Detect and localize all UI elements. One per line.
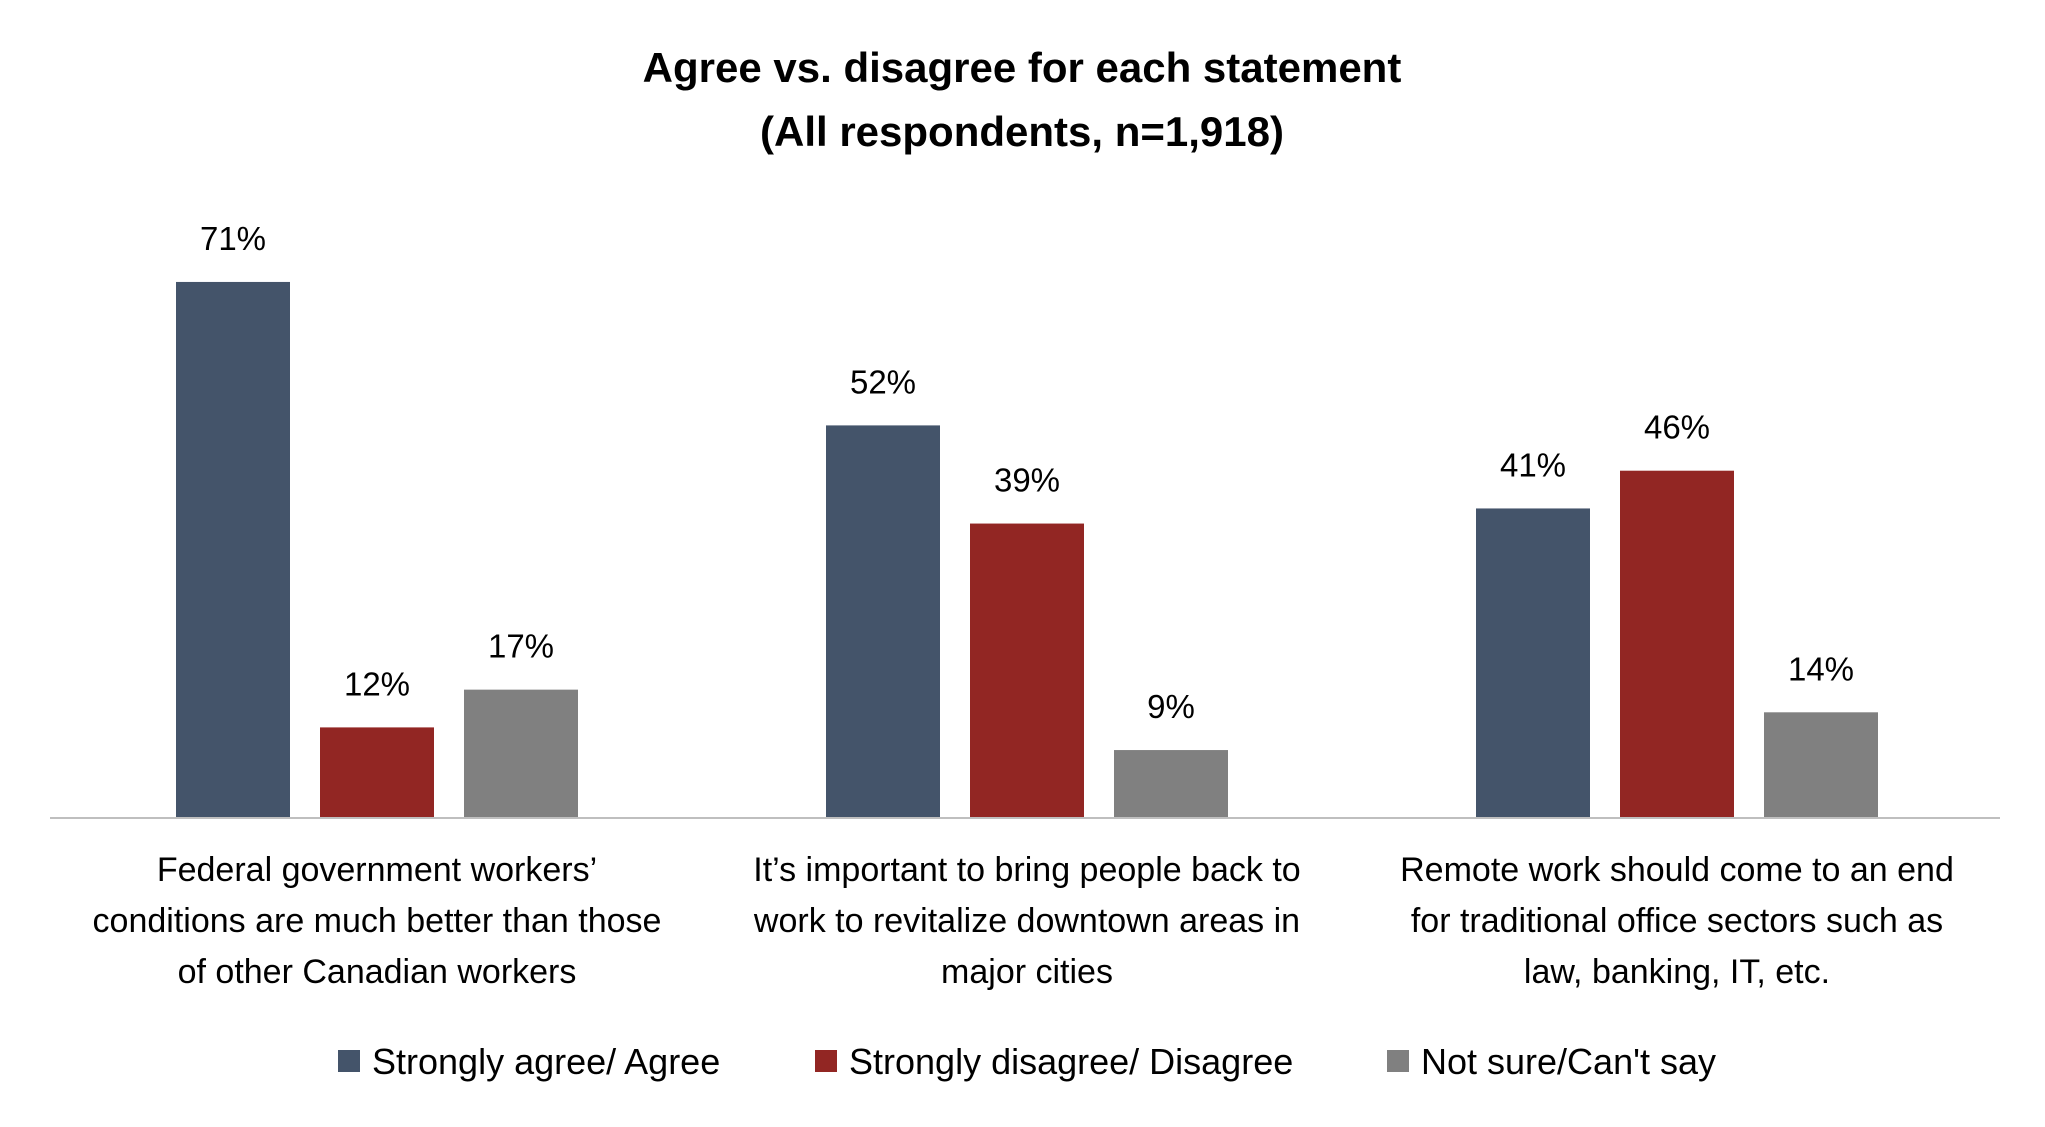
legend-label: Not sure/Can't say [1421, 1041, 1716, 1082]
data-label: 17% [488, 628, 554, 665]
category-label-line: major cities [941, 953, 1113, 991]
bar-2-cat-1 [320, 727, 434, 818]
legend-label: Strongly disagree/ Disagree [849, 1041, 1293, 1082]
category-label-line: It’s important to bring people back to [753, 851, 1300, 889]
data-label: 71% [200, 220, 266, 257]
category-label-line: law, banking, IT, etc. [1524, 953, 1830, 991]
category-label-line: Federal government workers’ [157, 851, 597, 889]
data-label: 12% [344, 665, 410, 702]
bar-1-cat-2 [826, 425, 940, 818]
bar-3-cat-1 [464, 689, 578, 818]
legend-label: Strongly agree/ Agree [372, 1041, 720, 1082]
data-label: 52% [850, 363, 916, 400]
chart-subtitle: (All respondents, n=1,918) [760, 108, 1284, 155]
data-label: 9% [1147, 688, 1195, 725]
category-label-line: conditions are much better than those [93, 902, 662, 940]
bar-2-cat-3 [1620, 470, 1734, 818]
category-label-line: Remote work should come to an end [1400, 851, 1954, 889]
legend-swatch [815, 1050, 837, 1072]
chart-title: Agree vs. disagree for each statement [643, 44, 1402, 91]
category-label-line: of other Canadian workers [178, 953, 577, 991]
bar-1-cat-3 [1476, 508, 1590, 818]
bar-2-cat-2 [970, 523, 1084, 818]
category-labels-layer: Federal government workers’ conditions ar… [93, 851, 1954, 991]
category-label-line: work to revitalize downtown areas in [753, 902, 1300, 940]
legend-swatch [1387, 1050, 1409, 1072]
bar-3-cat-3 [1764, 712, 1878, 818]
bars-layer [176, 281, 1878, 818]
data-label: 39% [994, 462, 1060, 499]
data-label: 14% [1788, 650, 1854, 687]
legend-swatch [338, 1050, 360, 1072]
data-labels-layer: 71% 12% 17% 52% 39% 9% 41% 46% 14% [200, 220, 1854, 725]
data-label: 41% [1500, 446, 1566, 483]
data-label: 46% [1644, 409, 1710, 446]
legend: Strongly agree/ Agree Strongly disagree/ … [338, 1041, 1716, 1082]
bar-3-cat-2 [1114, 750, 1228, 818]
category-label-line: for traditional office sectors such as [1411, 902, 1943, 940]
bar-1-cat-1 [176, 281, 290, 818]
